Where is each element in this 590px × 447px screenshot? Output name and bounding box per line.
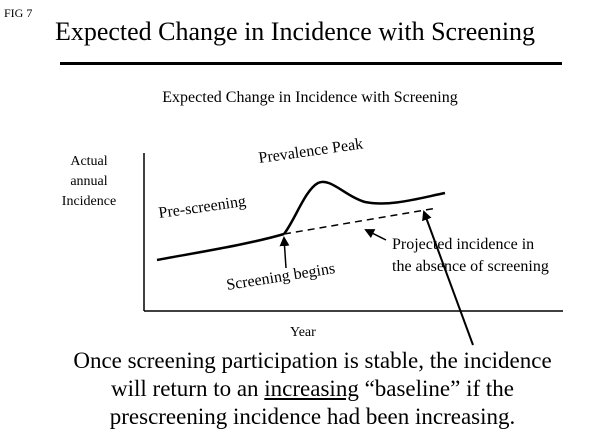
figure-caption: Expected Change in Incidence with Screen… xyxy=(162,89,458,106)
conclusion-line-1: Once screening participation is stable, … xyxy=(73,348,552,373)
projected-line-2: the absence of screening xyxy=(392,258,549,275)
title-rule xyxy=(60,62,562,65)
y-label-line-2: annual xyxy=(70,174,108,189)
conclusion-underlined-word: increasing xyxy=(264,376,359,401)
conclusion-line-2-end: “baseline” if the xyxy=(358,376,514,401)
fig-label: FIG 7 xyxy=(4,6,33,20)
screening-begins-arrow xyxy=(279,236,290,269)
conclusion-line-2: will return to an increasing “baseline” … xyxy=(0,375,590,403)
conclusion-arrow xyxy=(422,210,474,346)
slide-title: Expected Change in Incidence with Screen… xyxy=(54,17,536,46)
projected-dashed-line xyxy=(283,207,438,235)
conclusion-line-3: prescreening incidence had been increasi… xyxy=(109,404,516,429)
projected-incidence-arrow xyxy=(364,229,387,241)
y-axis-label: Actual annual Incidence xyxy=(46,152,132,212)
projected-incidence-label: Projected incidence in the absence of sc… xyxy=(392,234,588,278)
x-axis-label: Year xyxy=(290,325,316,340)
y-label-line-1: Actual xyxy=(70,154,108,169)
pre-screening-curve xyxy=(156,232,285,262)
prevalence-peak-curve xyxy=(283,180,446,235)
conclusion-text: Once screening participation is stable, … xyxy=(0,347,590,431)
y-label-line-3: Incidence xyxy=(61,194,117,209)
projected-line-1: Projected incidence in xyxy=(392,236,535,253)
conclusion-line-2-start: will return to an xyxy=(111,376,265,401)
